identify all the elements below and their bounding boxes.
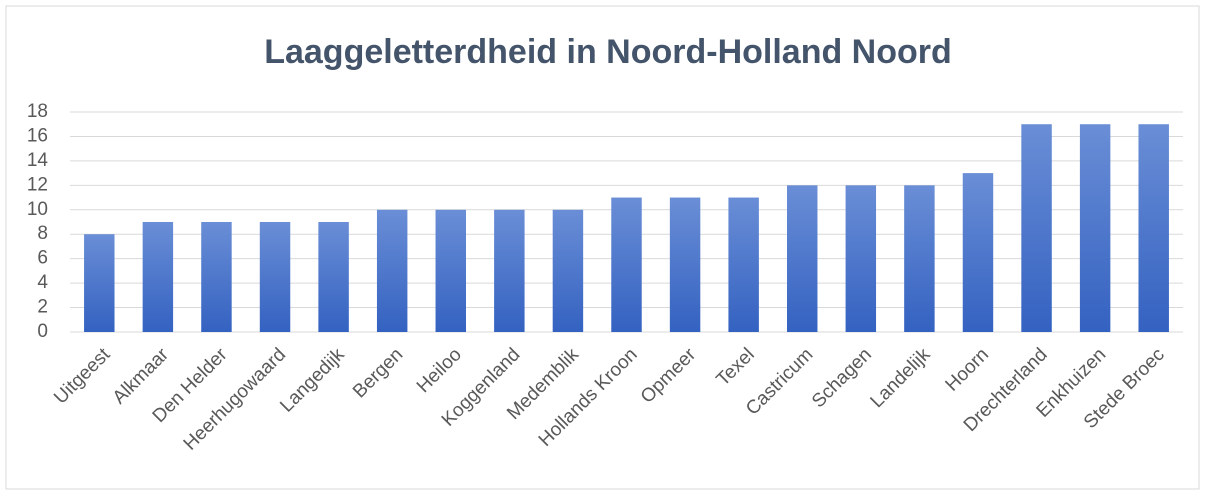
bar — [728, 197, 759, 332]
y-tick-label: 2 — [37, 297, 48, 318]
chart-frame — [5, 5, 1200, 490]
bar — [552, 209, 584, 332]
bar — [318, 222, 349, 332]
bar — [1079, 124, 1111, 332]
y-tick-label: 10 — [27, 199, 48, 220]
bar — [201, 222, 232, 332]
bar — [962, 173, 994, 332]
bar — [611, 197, 642, 332]
bar — [142, 222, 174, 332]
bar — [435, 209, 466, 332]
bar — [669, 197, 701, 332]
y-tick-label: 0 — [37, 321, 48, 342]
bar — [84, 234, 115, 332]
bar — [1021, 124, 1052, 332]
y-tick-label: 16 — [27, 125, 48, 146]
y-tick-label: 12 — [27, 174, 48, 195]
bar — [259, 222, 291, 332]
bar — [494, 209, 525, 332]
bar — [845, 185, 877, 332]
bar — [904, 185, 935, 332]
bar — [376, 209, 408, 332]
y-tick-label: 14 — [27, 150, 49, 171]
bar — [1138, 124, 1169, 332]
y-tick-label: 18 — [27, 101, 48, 122]
y-tick-label: 4 — [37, 272, 48, 293]
y-tick-label: 8 — [37, 223, 48, 244]
chart-title: Laaggeletterdheid in Noord-Holland Noord — [264, 33, 952, 71]
y-tick-label: 6 — [37, 248, 48, 269]
bar — [787, 185, 818, 332]
